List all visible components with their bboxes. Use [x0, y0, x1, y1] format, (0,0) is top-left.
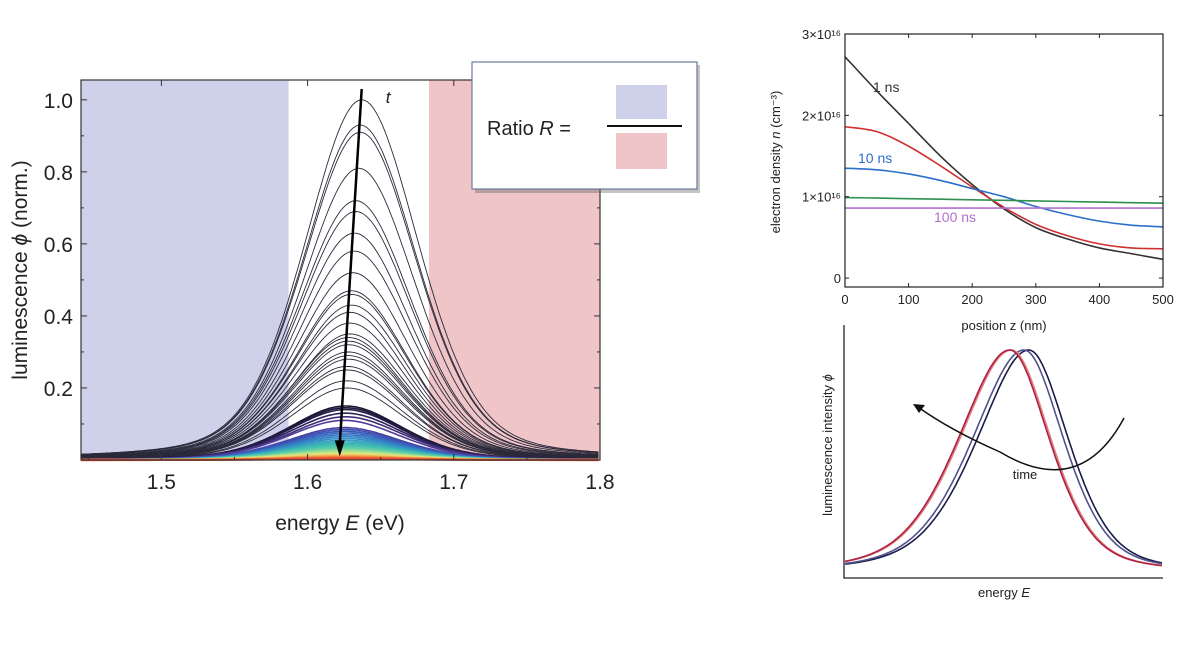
spectrum-curve: [844, 349, 1163, 567]
y-axis-label: electron density n (cm⁻³): [768, 91, 783, 234]
arrow-label: t: [386, 88, 392, 107]
x-tick-label: 1.5: [147, 471, 176, 494]
series-label: 100 ns: [934, 209, 976, 225]
axes: [843, 325, 1163, 579]
density-curve: [844, 167, 1164, 228]
blue-region: [81, 80, 289, 460]
density-curve: [844, 196, 1164, 205]
series-label: 1 ns: [873, 79, 899, 95]
time-arrow-head: [334, 440, 345, 457]
luminescence-shift-chart: time energy E luminescence intensity ϕ: [820, 325, 1163, 600]
y-tick-label: 0.4: [44, 306, 74, 329]
spectrum-curve: [80, 131, 599, 456]
y-tick-label: 2×10¹⁶: [802, 108, 841, 123]
y-axis-label: luminescence ϕ (norm.): [9, 160, 32, 379]
y-tick-label: 0.8: [44, 162, 73, 185]
y-tick-label: 0.6: [44, 234, 73, 257]
y-tick-label: 0: [834, 271, 841, 286]
spectrum-curve: [80, 322, 599, 459]
x-axis-label: position z (nm): [961, 318, 1046, 333]
y-tick-label: 1.0: [44, 90, 73, 113]
x-tick-label: 500: [1152, 292, 1174, 307]
luminescence-spectra-chart: 1.5 1.6 1.7 1.8 0.2 0.4 0.6 0.8 1.0 t energy E (…: [9, 61, 700, 535]
time-arrow: [338, 88, 363, 445]
x-tick-label: 1.7: [439, 471, 468, 494]
x-tick-label: 400: [1089, 292, 1111, 307]
spectrum-curve: [80, 232, 599, 457]
plot-frame: [844, 33, 1164, 288]
x-tick-label: 1.8: [585, 471, 614, 494]
density-curve: [844, 125, 1164, 250]
x-tick-label: 300: [1025, 292, 1047, 307]
time-label: time: [1013, 467, 1038, 482]
y-tick-label: 3×10¹⁶: [802, 27, 841, 42]
spectrum-curve: [844, 349, 1163, 567]
x-axis-label: energy E (eV): [275, 512, 405, 535]
x-tick-label: 200: [961, 292, 983, 307]
ratio-legend-box: Ratio R =: [471, 61, 700, 193]
spectrum-curve: [844, 349, 1163, 565]
spectrum-curve: [80, 99, 599, 455]
ratio-label: Ratio R =: [487, 118, 571, 140]
y-tick-label: 0.2: [44, 378, 73, 401]
x-tick-label: 0: [841, 292, 848, 307]
spectrum-curve: [844, 349, 1163, 565]
y-tick-label: 1×10¹⁶: [802, 190, 841, 205]
electron-density-chart: 0 100 200 300 400 500 0 1×10¹⁶ 2×10¹⁶ 3×10¹⁶ 1 ns…: [768, 27, 1174, 333]
time-arrow: [917, 406, 1125, 471]
spectrum-curve: [80, 250, 599, 457]
y-axis-label: luminescence intensity ϕ: [820, 374, 835, 516]
series-label: 10 ns: [858, 150, 892, 166]
numerator-swatch: [616, 85, 667, 119]
x-tick-label: 100: [898, 292, 920, 307]
density-curve: [844, 56, 1164, 261]
x-tick-label: 1.6: [293, 471, 322, 494]
x-axis-label: energy E: [978, 585, 1030, 600]
spectrum-curve: [80, 211, 599, 457]
plot-frame: [80, 79, 601, 461]
spectrum-curve: [80, 272, 599, 458]
spectrum-curve: [80, 167, 599, 456]
time-arrow-head: [913, 404, 925, 413]
denominator-swatch: [616, 133, 667, 169]
